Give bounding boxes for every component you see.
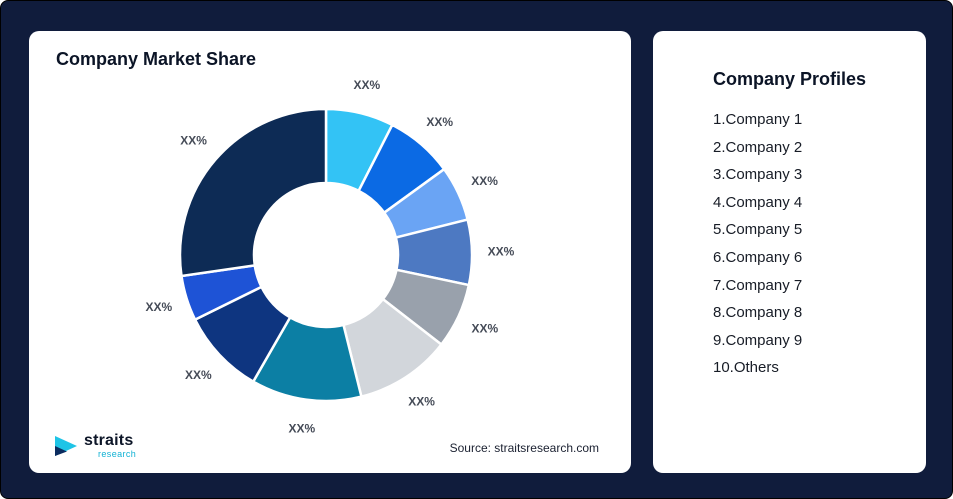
company-profiles-card: Company Profiles 1.Company 1 2.Company 2…	[653, 31, 926, 473]
slice-data-label: XX%	[146, 300, 173, 314]
list-item: 1.Company 1	[713, 111, 803, 128]
slice-data-label: XX%	[180, 134, 207, 148]
slice-data-label: XX%	[471, 322, 498, 336]
chart-title: Company Market Share	[56, 49, 257, 69]
straits-arrow-icon	[55, 436, 77, 456]
logo-secondary-text: research	[98, 449, 137, 459]
list-item: 7.Company 7	[713, 276, 803, 294]
logo-text: straits research	[84, 433, 136, 459]
straits-research-logo: straits research	[53, 433, 136, 459]
list-item: 4.Company 4	[713, 193, 803, 211]
list-item: 10.Others	[713, 359, 779, 377]
list-item: 8.Company 8	[713, 304, 803, 322]
list-item: 3.Company 3	[713, 166, 803, 184]
slice-data-label: XX%	[354, 78, 381, 92]
list-item: 6.Company 6	[713, 248, 803, 266]
list-item: 5.Company 5	[713, 221, 803, 239]
market-share-donut-chart: XX% XX% XX% XX% XX% XX% XX% XX% XX% XX%	[146, 78, 515, 435]
source-attribution: Source: straitsresearch.com	[449, 441, 599, 455]
market-share-card: Company Market Share XX% XX% XX% XX% XX% XX% X…	[29, 31, 631, 473]
list-item: 2.Company 2	[713, 138, 803, 156]
slice-data-label: XX%	[408, 395, 435, 409]
list-item: 9.Company 9	[713, 331, 803, 349]
slice-data-label: XX%	[471, 174, 498, 188]
slice-data-label: XX%	[185, 368, 212, 382]
profiles-title: Company Profiles	[712, 69, 867, 89]
slice-data-label: XX%	[426, 115, 453, 129]
donut-slice	[178, 107, 328, 278]
slice-data-label: XX%	[289, 421, 316, 435]
slice-data-label: XX%	[488, 245, 515, 259]
company-profiles-list: 1.Company 1 2.Company 2 3.Company 3 4.Co…	[653, 106, 926, 382]
logo-primary-text: straits	[84, 432, 134, 449]
